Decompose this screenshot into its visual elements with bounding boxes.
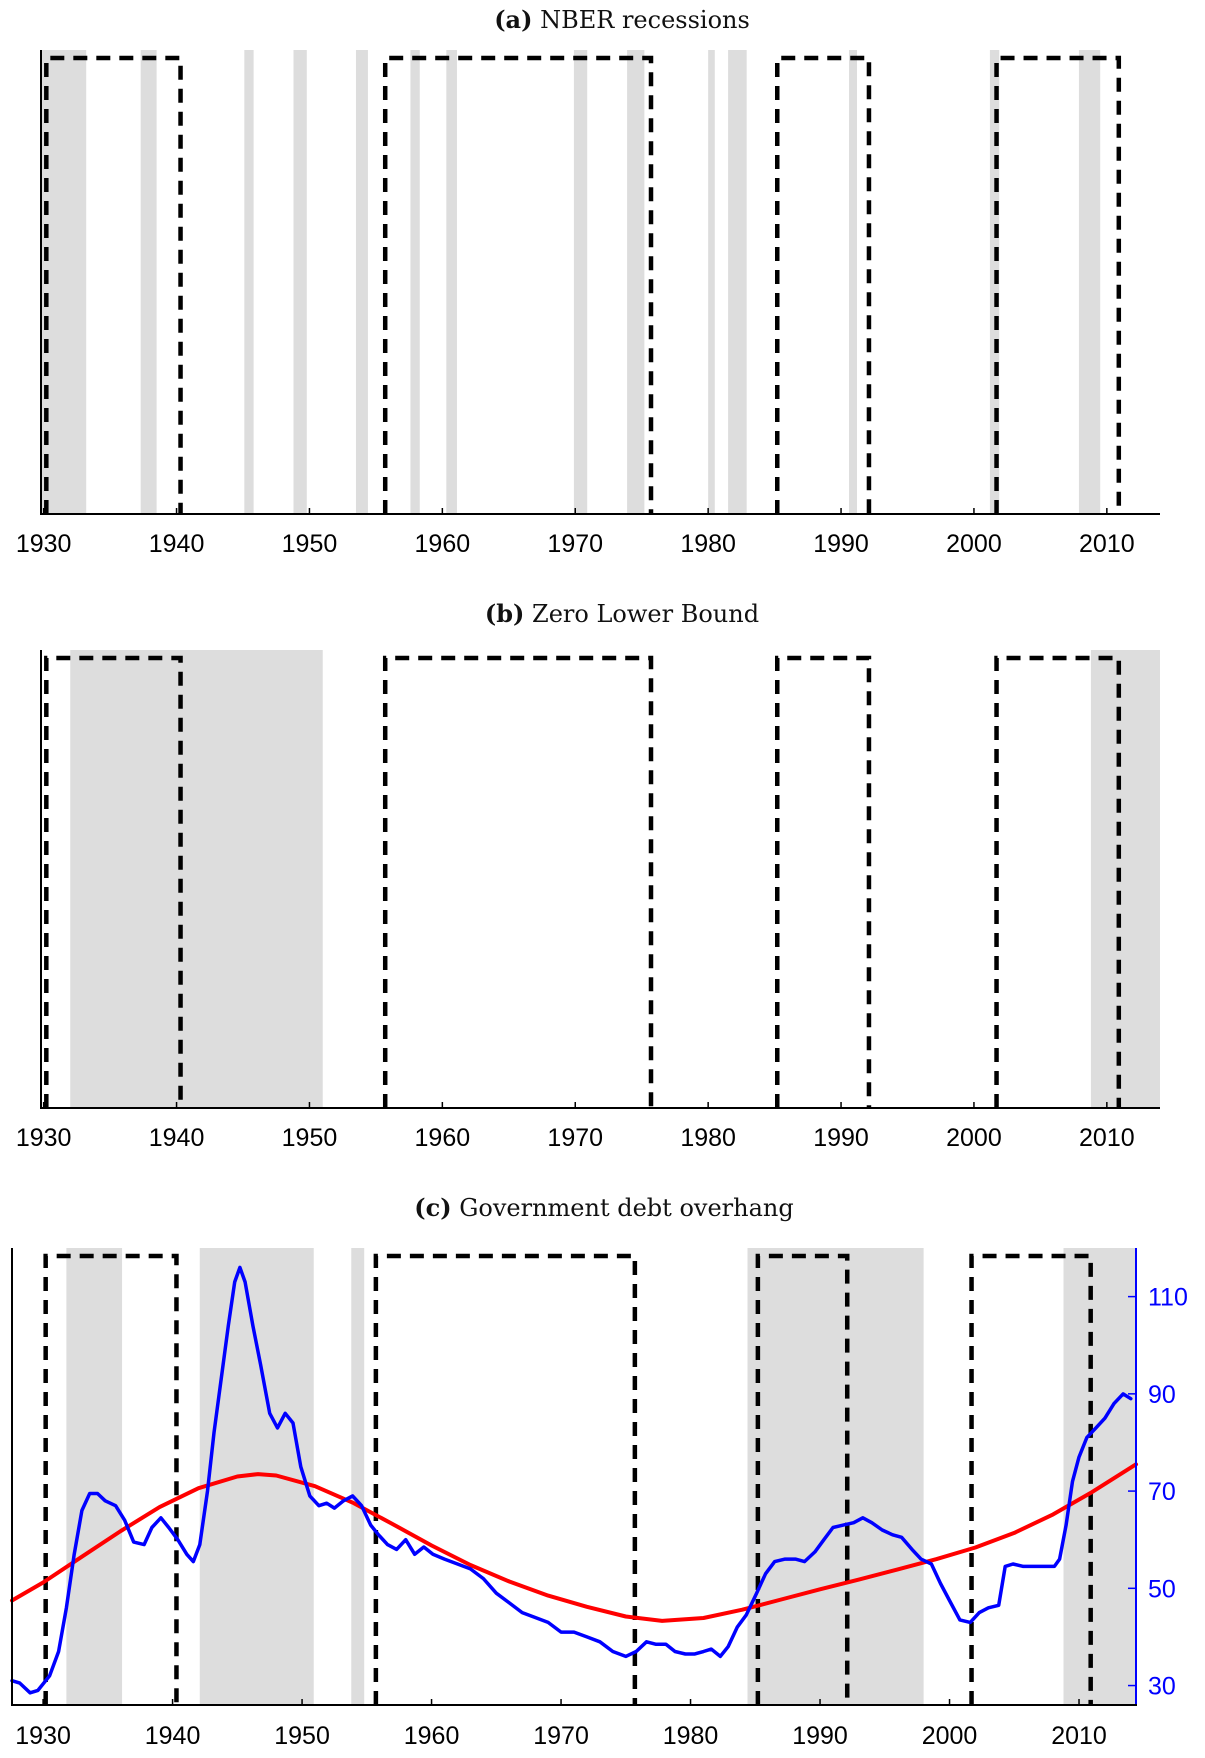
- panel-title-text: Zero Lower Bound: [532, 600, 759, 628]
- shaded-period: [627, 50, 645, 514]
- x-tick-label: 2010: [1051, 1722, 1107, 1750]
- x-tick-label: 2010: [1079, 1124, 1135, 1152]
- y-tick-label: 90: [1148, 1381, 1176, 1409]
- dashed-regime-box: [994, 55, 1122, 514]
- x-tick-label: 1960: [415, 1124, 471, 1152]
- x-tick-label: 1990: [813, 1124, 869, 1152]
- shaded-period: [1078, 50, 1101, 514]
- x-axis-ticks: 1930 1940 1950 1960 1970 1980 1990 2000 2010: [16, 508, 1135, 558]
- shaded-period: [708, 50, 715, 514]
- x-tick-label: 1990: [813, 530, 869, 558]
- panel-title: (a) NBER recessions: [494, 5, 750, 34]
- x-tick-label: 1980: [680, 530, 736, 558]
- x-tick-label: 1940: [145, 1722, 201, 1750]
- x-tick-label: 1960: [415, 530, 471, 558]
- shaded-period: [70, 650, 323, 1108]
- trend-series-line: [10, 1462, 1138, 1623]
- panel-nber-recessions: (a) NBER recessions 1930 1940 1950 1960 1970…: [16, 5, 1160, 558]
- y-tick-label: 110: [1148, 1284, 1188, 1312]
- dashed-regime-box: [775, 655, 872, 1108]
- x-tick-label: 2010: [1079, 530, 1135, 558]
- panel-government-debt-overhang: (c) Government debt overhang 1930 1940 195…: [10, 1193, 1188, 1750]
- shaded-periods: [70, 650, 1160, 1108]
- x-tick-label: 1930: [15, 1722, 71, 1750]
- panel-title-label: (b): [485, 599, 525, 628]
- shaded-period: [293, 50, 307, 514]
- shaded-periods: [41, 50, 1101, 514]
- shaded-period: [446, 50, 457, 514]
- x-tick-label: 1950: [282, 1124, 338, 1152]
- x-tick-label: 1980: [663, 1722, 719, 1750]
- shaded-period: [1090, 650, 1160, 1108]
- y-tick-label: 70: [1148, 1478, 1176, 1506]
- x-axis-ticks: 1930 1940 1950 1960 1970 1980 1990 2000 2010: [15, 1699, 1107, 1750]
- dashed-regime-box: [373, 1253, 638, 1705]
- x-tick-label: 1980: [680, 1124, 736, 1152]
- dashed-regime-box: [382, 655, 654, 1108]
- panel-title-text: NBER recessions: [540, 6, 750, 34]
- x-tick-label: 2000: [946, 1124, 1002, 1152]
- x-tick-label: 2000: [922, 1722, 978, 1750]
- shaded-period: [355, 50, 368, 514]
- x-tick-label: 1960: [404, 1722, 460, 1750]
- x-tick-label: 1950: [274, 1722, 330, 1750]
- series-lines: [10, 1265, 1138, 1695]
- shaded-period: [573, 50, 588, 514]
- shaded-period: [728, 50, 747, 514]
- x-tick-label: 1990: [792, 1722, 848, 1750]
- y-tick-label: 50: [1148, 1575, 1176, 1603]
- debt-series-line: [10, 1265, 1133, 1695]
- x-tick-label: 1970: [547, 1124, 603, 1152]
- x-tick-label: 1930: [16, 530, 72, 558]
- shaded-period: [140, 50, 157, 514]
- x-tick-label: 1950: [282, 530, 338, 558]
- dashed-regime-box: [969, 1253, 1093, 1705]
- dashed-regime-boxes: [44, 55, 1122, 514]
- dashed-regime-boxes: [44, 655, 1122, 1108]
- shaded-periods: [66, 1248, 1136, 1705]
- panel-title-label: (c): [414, 1193, 451, 1222]
- x-tick-label: 1930: [16, 1124, 72, 1152]
- dashed-regime-box: [755, 1253, 850, 1705]
- panel-title: (c) Government debt overhang: [414, 1193, 793, 1222]
- panel-title-label: (a): [494, 5, 532, 34]
- panel-title-text: Government debt overhang: [459, 1194, 793, 1222]
- y-axis-ticks: 30 50 70 90 110: [1128, 1284, 1188, 1701]
- panel-title: (b) Zero Lower Bound: [485, 599, 759, 628]
- shaded-period: [410, 50, 420, 514]
- shaded-period: [747, 1248, 924, 1705]
- x-tick-label: 1970: [547, 530, 603, 558]
- x-axis-ticks: 1930 1940 1950 1960 1970 1980 1990 2000 2010: [16, 1102, 1135, 1152]
- dashed-regime-box: [44, 655, 183, 1108]
- shaded-period: [351, 1248, 365, 1705]
- x-tick-label: 1940: [149, 1124, 205, 1152]
- y-tick-label: 30: [1148, 1673, 1176, 1701]
- dashed-regime-box: [44, 55, 183, 514]
- x-tick-label: 1940: [149, 530, 205, 558]
- x-tick-label: 1970: [533, 1722, 589, 1750]
- dashed-regime-box: [43, 1253, 179, 1705]
- dashed-regime-boxes: [43, 1253, 1093, 1705]
- shaded-period: [199, 1248, 314, 1705]
- x-tick-label: 2000: [946, 530, 1002, 558]
- dashed-regime-box: [994, 655, 1122, 1108]
- shaded-period: [849, 50, 857, 514]
- dashed-regime-box: [382, 55, 654, 514]
- shaded-period: [66, 1248, 123, 1705]
- shaded-period: [244, 50, 254, 514]
- panel-zero-lower-bound: (b) Zero Lower Bound 1930 1940 1950 1960 197…: [16, 599, 1160, 1152]
